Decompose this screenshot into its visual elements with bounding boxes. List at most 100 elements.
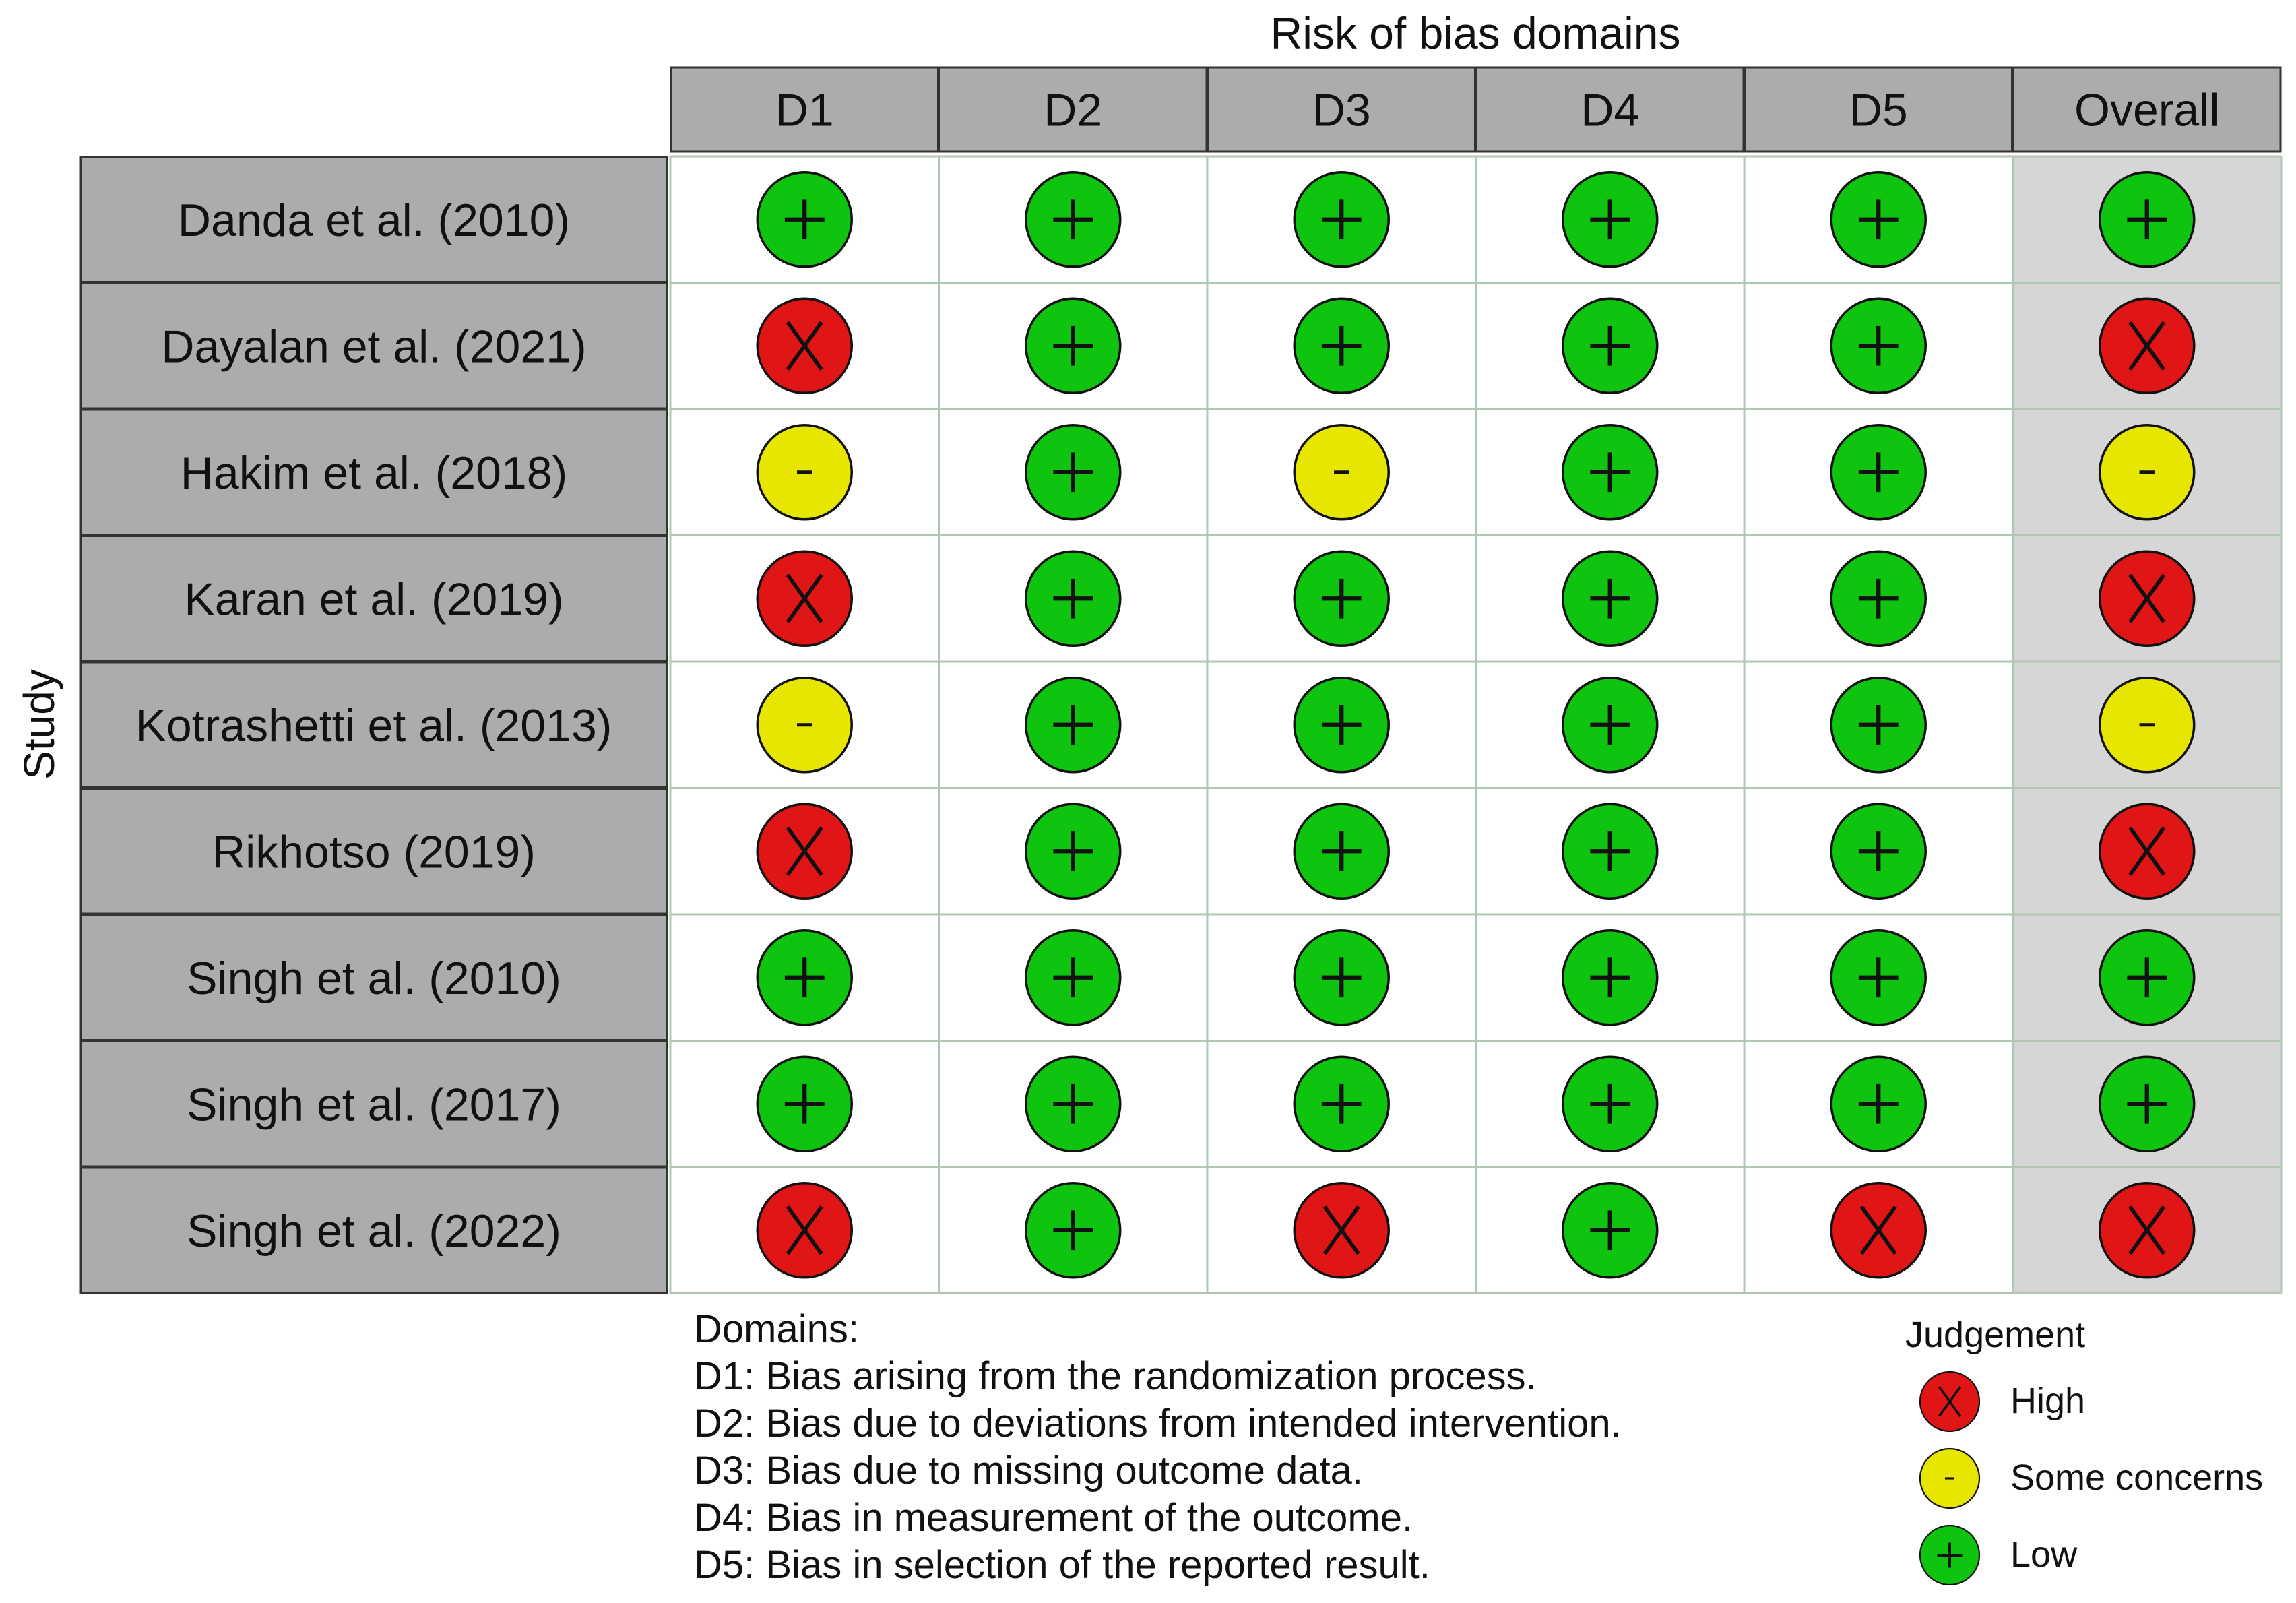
judgement-mark (2099, 550, 2196, 647)
judgement-mark (1562, 929, 1659, 1026)
judgement-mark (1830, 803, 1927, 900)
judgement-mark (1293, 929, 1390, 1026)
plus-icon (1053, 1083, 1093, 1124)
high-icon (1919, 1371, 1981, 1433)
plus-icon (1053, 452, 1093, 493)
plus-icon (1321, 705, 1362, 745)
plus-icon (784, 957, 825, 998)
study-label-cell (79, 914, 668, 1041)
plus-icon (1858, 199, 1899, 240)
x-icon (786, 826, 823, 876)
column-header-label: D3 (1312, 85, 1371, 136)
plus-icon (1321, 578, 1362, 619)
study-label-cell (79, 282, 668, 410)
plus-icon (1053, 578, 1093, 619)
y-axis-label: Study (15, 669, 63, 780)
judgement-mark (756, 550, 853, 647)
judgement-mark (2099, 677, 2196, 774)
study-label: Singh et al. (2017) (187, 1079, 561, 1130)
x-icon (786, 1205, 823, 1255)
plus-icon (1858, 705, 1899, 745)
study-label: Singh et al. (2022) (187, 1205, 561, 1257)
plus-icon (1590, 199, 1630, 240)
judgement-mark (1025, 297, 1122, 394)
judgement-mark (2099, 1182, 2196, 1279)
plus-icon (1590, 452, 1630, 493)
x-icon (2128, 826, 2166, 876)
judgement-mark (1025, 550, 1122, 647)
x-icon (786, 321, 823, 371)
judgement-mark (1830, 677, 1927, 774)
judgement-mark (1293, 424, 1390, 521)
domains-legend-item: D5: Bias in selection of the reported re… (694, 1543, 1430, 1587)
judgement-mark (1025, 171, 1122, 268)
plus-icon (1590, 1083, 1630, 1124)
judgement-mark (1025, 1055, 1122, 1152)
judgement-legend-high: High (1916, 1368, 2293, 1435)
study-labels: Danda et al. (2010) Dayalan et al. (2021)… (79, 156, 668, 1294)
judgement-mark (756, 929, 853, 1026)
domains-legend-title: Domains: (694, 1307, 859, 1351)
domains-legend-item: D4: Bias in measurement of the outcome. (694, 1496, 1413, 1540)
plus-icon (1590, 705, 1630, 745)
judgement-mark (756, 1055, 853, 1152)
judgement-mark (1830, 929, 1927, 1026)
some-concerns-icon (1919, 1447, 1981, 1509)
plus-icon (1053, 1210, 1093, 1251)
study-label: Karan et al. (2019) (184, 573, 563, 625)
column-header-cell (1475, 66, 1745, 153)
judgement-legend-label: High (2010, 1381, 2086, 1421)
judgement-legend: Judgement High Some concerns Low (1905, 1314, 2283, 1597)
plus-icon (2127, 199, 2167, 240)
judgement-mark (1830, 297, 1927, 394)
judgement-mark (2099, 1055, 2196, 1152)
column-header-label: D5 (1849, 85, 1908, 136)
column-header-label: Overall (2074, 85, 2219, 136)
judgement-legend-some-concerns: Some concerns (1916, 1445, 2293, 1512)
study-label-cell (79, 535, 668, 662)
plus-icon (1321, 831, 1362, 871)
judgement-mark (1025, 803, 1122, 900)
study-label: Singh et al. (2010) (187, 953, 561, 1004)
plus-icon (1053, 705, 1093, 745)
judgement-mark (1025, 424, 1122, 521)
study-label: Hakim et al. (2018) (181, 447, 567, 499)
column-header-label: D1 (775, 85, 834, 136)
plus-icon (2127, 957, 2167, 998)
column-header-cell (2012, 66, 2282, 153)
x-icon (2128, 1205, 2166, 1255)
judgement-legend-label: Some concerns (2010, 1457, 2264, 1498)
plus-icon (1053, 325, 1093, 366)
judgement-mark (1830, 1182, 1927, 1279)
plus-icon (784, 1083, 825, 1124)
judgement-mark (756, 297, 853, 394)
plus-icon (1053, 957, 1093, 998)
x-icon (1322, 1205, 1360, 1255)
domains-legend-item: D2: Bias due to deviations from intended… (694, 1402, 1622, 1445)
judgement-mark (1025, 677, 1122, 774)
judgement-mark (1562, 1055, 1659, 1152)
plus-icon (1590, 957, 1630, 998)
x-icon (1859, 1205, 1897, 1255)
judgement-mark (756, 803, 853, 900)
judgement-mark (1830, 171, 1927, 268)
column-header-cell (1744, 66, 2013, 153)
study-label: Danda et al. (2010) (178, 195, 570, 246)
judgement-mark (1562, 1182, 1659, 1279)
domains-legend: Domains: D1: Bias arising from the rando… (694, 1306, 1622, 1589)
judgement-mark (1293, 171, 1390, 268)
judgement-mark (756, 677, 853, 774)
column-header-label: D2 (1044, 85, 1102, 136)
plus-icon (1858, 1083, 1899, 1124)
judgement-mark (2099, 424, 2196, 521)
judgement-mark (1562, 803, 1659, 900)
judgement-mark (1293, 677, 1390, 774)
plus-icon (1858, 578, 1899, 619)
judgement-mark (756, 1182, 853, 1279)
study-label: Rikhotso (2019) (212, 826, 536, 877)
column-header-cell (670, 66, 939, 153)
judgement-mark (1830, 550, 1927, 647)
study-label-cell (79, 408, 668, 536)
judgement-mark (1562, 677, 1659, 774)
